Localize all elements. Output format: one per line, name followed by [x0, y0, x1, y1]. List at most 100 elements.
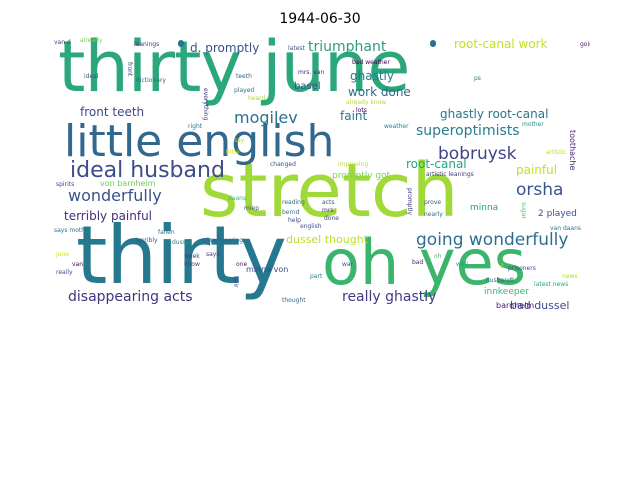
word-cloud: thirty june stretch thirty oh yes little… [50, 36, 590, 320]
word-latest: latest [288, 45, 305, 52]
word-orsha: orsha [516, 180, 564, 200]
word-daans: daans [228, 195, 247, 202]
word-toothache: toothache [568, 130, 577, 171]
word-disappearing: disappearing [204, 237, 244, 244]
word-root-canal-work: root-canal work [454, 37, 548, 51]
word-faint: faint [340, 109, 368, 123]
word-know: know [184, 261, 200, 268]
word-latest-news: latest news [534, 281, 569, 288]
word-spirits: spirits [56, 181, 75, 188]
word-ideal: ideal [84, 73, 99, 80]
word-help: help [288, 217, 301, 224]
word-played: played [234, 87, 255, 94]
word-weather: weather [384, 123, 409, 130]
word-front: front [126, 62, 133, 77]
word-2-played: 2 played [538, 209, 577, 219]
word-acts: acts [322, 199, 335, 206]
word-bad: bad [412, 259, 424, 266]
word-ghastly: ghastly [350, 69, 394, 83]
word-reading: reading [282, 199, 305, 206]
word-says: says [206, 251, 220, 258]
word-teeth: teeth [236, 73, 252, 80]
word-stretch: stretch [200, 148, 459, 234]
dot-mark-2 [430, 40, 436, 47]
word-already: already [80, 37, 103, 44]
word-prove: prove [424, 199, 442, 206]
word-improving: improving [338, 161, 369, 168]
word-english: english [300, 223, 322, 230]
word-von-barnheim: von barnheim [100, 179, 156, 188]
word-done: done [324, 215, 339, 222]
word-work-done: work done [348, 85, 411, 99]
word-june: june [56, 251, 69, 258]
word-nearly: nearly [424, 211, 443, 218]
word-2: 2 [500, 263, 504, 270]
word-bad-dussel: bad dussel [510, 299, 570, 312]
word-say: say [234, 137, 245, 144]
word-bad-weather: bad weather [352, 59, 390, 66]
word-front-teeth: front teeth [80, 105, 145, 119]
word-painful: painful [516, 163, 558, 177]
word-promptly-got: promptly got [332, 171, 391, 181]
word-minna-von: minna von [246, 265, 289, 274]
word-thirty-june: thirty june [58, 36, 410, 108]
word-fallen: fallen [158, 229, 175, 236]
word-going: going [580, 41, 590, 48]
word-promptly: promptly [406, 188, 413, 216]
word-lots: lots [356, 107, 367, 114]
word-van-d: van d [54, 39, 71, 46]
word-little: little [226, 149, 240, 156]
word-d-promptly: d. promptly [190, 41, 260, 55]
word-wonderfully: wonderfully [68, 186, 162, 205]
word-right: right [188, 123, 203, 130]
word-mogilev: mogilev [234, 108, 298, 127]
word-sugar: sugar [520, 202, 527, 219]
word-mother: mother [522, 121, 544, 128]
word-leanings: leanings [134, 41, 160, 48]
word-really-ghastly: really ghastly [342, 289, 437, 305]
word-says-mother: says mother [54, 227, 92, 234]
word-ideal-husband: ideal husband [70, 158, 225, 183]
word-ps: ps [474, 75, 481, 82]
word-thought: thought [282, 297, 306, 304]
word-triumphant: triumphant [308, 39, 387, 55]
word-dictionary: dictionary [136, 77, 166, 84]
word-superoptimists: superoptimists [416, 123, 520, 139]
word-bernd: bernd [282, 209, 300, 216]
word-oh: oh [434, 253, 442, 260]
word-already-know: already know [346, 99, 387, 106]
word-artistic: artistic [546, 149, 567, 156]
word-minna: minna [470, 203, 499, 213]
word-bobruysk: bobruysk [438, 144, 517, 164]
word-war: war [342, 261, 354, 268]
word-hair: hair [232, 276, 239, 288]
word-terribly: terribly [136, 237, 158, 244]
word-artistic-leanings: artistic leanings [426, 171, 474, 178]
word-one: one [236, 261, 248, 268]
word-prisoners: prisoners [508, 265, 536, 272]
chart-title: 1944-06-30 [279, 11, 361, 27]
word-mrs-van: mrs. van [298, 69, 325, 76]
word-root-canal: root-canal [406, 157, 467, 171]
word-little-english: little english [64, 116, 335, 167]
word-really: really [56, 269, 73, 276]
word-well: well [456, 261, 468, 268]
word-mrs: mrs. [322, 207, 336, 214]
word-van: van [72, 261, 84, 268]
word-miep: miep [244, 205, 260, 212]
word-terribly-painful: terribly painful [64, 209, 153, 223]
word-disappearing-acts: disappearing acts [68, 289, 193, 305]
word-barnhelm: barnhelm [496, 301, 535, 310]
word-ghastly-root-canal: ghastly root-canal [440, 107, 549, 121]
word-d: d. [510, 277, 516, 284]
word-week: week [184, 253, 200, 260]
word-innkeeper: innkeeper [484, 287, 529, 297]
word-oh-yes: oh yes [322, 226, 527, 299]
word-thirty: thirty [76, 209, 287, 302]
word-everything: everything [202, 88, 209, 121]
word-dussel: dussel [172, 239, 192, 246]
word-going-wonderfully: going wonderfully [416, 230, 569, 250]
word-dussel-thought: dussel thought [286, 233, 368, 246]
word-news: news [562, 273, 578, 280]
word-part: part [310, 273, 323, 280]
